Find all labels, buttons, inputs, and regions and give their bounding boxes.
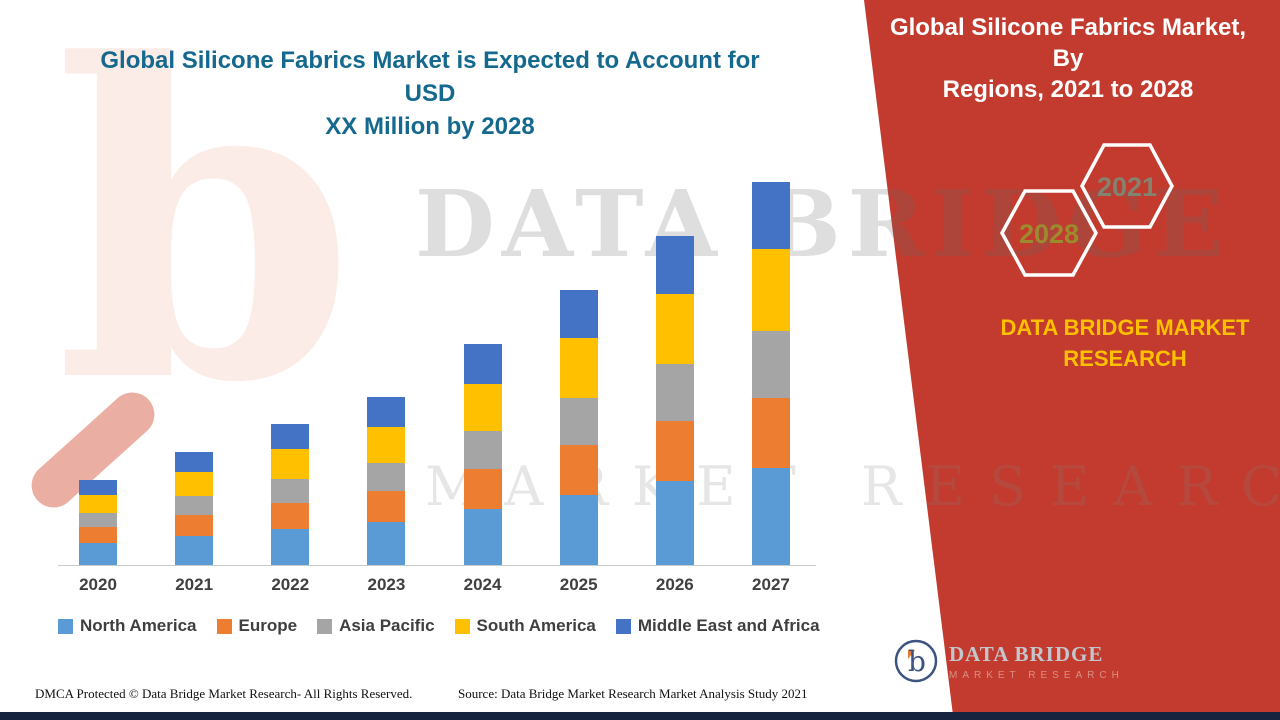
- hexagon-2021-label: 2021: [1097, 172, 1157, 202]
- bar-segment-2025-north-america: [559, 494, 598, 565]
- bar-2022: [271, 423, 310, 565]
- bar-segment-2023-north-america: [367, 521, 406, 565]
- legend-label: South America: [476, 616, 596, 635]
- bar-2021: [175, 451, 214, 565]
- legend-swatch-icon: [615, 618, 631, 634]
- page-title: Global Silicone Fabrics Market is Expect…: [95, 44, 765, 143]
- bar-segment-2026-asia-pacific: [655, 364, 694, 421]
- stacked-bar-chart: [79, 178, 790, 565]
- chart-legend: North America Europe Asia Pacific South Ame…: [58, 616, 820, 636]
- legend-swatch-icon: [216, 618, 232, 634]
- bar-segment-2024-middle-east-and-africa: [463, 344, 502, 384]
- bar-segment-2025-south-america: [559, 338, 598, 398]
- legend-item-south-america: South America: [454, 616, 596, 636]
- legend-item-asia-pacific: Asia Pacific: [317, 616, 435, 636]
- dbmr-logo-tagline: MARKET RESEARCH: [949, 669, 1124, 681]
- legend-label: Asia Pacific: [339, 616, 435, 635]
- bar-segment-2021-north-america: [175, 535, 214, 565]
- bar-segment-2022-asia-pacific: [271, 478, 310, 503]
- x-axis-label-2024: 2024: [463, 575, 502, 594]
- bar-segment-2020-asia-pacific: [79, 512, 117, 527]
- bar-segment-2026-middle-east-and-africa: [655, 236, 694, 295]
- bar-segment-2023-asia-pacific: [367, 462, 406, 491]
- legend-label: Europe: [238, 616, 298, 635]
- legend-swatch-icon: [58, 618, 73, 634]
- bar-segment-2023-europe: [367, 490, 406, 522]
- x-axis-label-2022: 2022: [271, 575, 310, 594]
- bar-segment-2027-north-america: [751, 467, 790, 565]
- legend-label: Middle East and Africa: [637, 616, 820, 635]
- side-panel-title-line2: Regions, 2021 to 2028: [942, 76, 1194, 103]
- side-panel-title: Global Silicone Fabrics Market, By Regio…: [880, 12, 1256, 105]
- bar-2025: [559, 290, 598, 565]
- bar-segment-2022-north-america: [271, 528, 310, 565]
- bar-segment-2020-north-america: [79, 542, 117, 565]
- dbmr-logo: b DATA BRIDGE MARKET RESEARCH: [893, 638, 1124, 684]
- bar-segment-2020-south-america: [79, 494, 117, 513]
- bar-segment-2021-south-america: [175, 471, 214, 496]
- bar-segment-2027-south-america: [751, 249, 790, 332]
- x-axis-label-2027: 2027: [752, 575, 790, 594]
- legend-swatch-icon: [454, 618, 470, 634]
- bar-2026: [655, 236, 694, 565]
- dbmr-logo-icon: b: [894, 639, 938, 683]
- bar-segment-2025-middle-east-and-africa: [559, 290, 598, 339]
- page-title-line1: Global Silicone Fabrics Market is Expect…: [100, 47, 760, 107]
- bottom-accent-strip: [0, 712, 1280, 720]
- x-axis-label-2020: 2020: [79, 575, 117, 594]
- hexagon-badge-2028: 2028: [1000, 189, 1098, 277]
- x-axis-label-2023: 2023: [367, 575, 406, 594]
- legend-item-europe: Europe: [216, 616, 298, 636]
- bar-2024: [463, 344, 502, 565]
- x-axis-label-2025: 2025: [559, 575, 598, 594]
- bar-segment-2025-asia-pacific: [559, 397, 598, 445]
- bar-segment-2021-middle-east-and-africa: [175, 451, 214, 472]
- bar-segment-2021-europe: [175, 514, 214, 536]
- bar-segment-2022-europe: [271, 502, 310, 529]
- bar-segment-2020-europe: [79, 526, 117, 543]
- hexagon-2028-label: 2028: [1019, 219, 1079, 249]
- bar-segment-2026-europe: [655, 420, 694, 481]
- bar-segment-2023-middle-east-and-africa: [367, 396, 406, 427]
- legend-swatch-icon: [317, 618, 333, 634]
- legend-label: North America: [80, 616, 197, 635]
- x-axis-line: [58, 565, 816, 566]
- dbmr-logo-name: DATA BRIDGE: [949, 641, 1104, 666]
- bar-segment-2024-south-america: [463, 383, 502, 431]
- bar-segment-2023-south-america: [367, 426, 406, 463]
- brand-text: DATA BRIDGE MARKET RESEARCH: [1000, 315, 1250, 371]
- side-panel-title-line1: Global Silicone Fabrics Market, By: [889, 14, 1247, 72]
- bar-segment-2021-asia-pacific: [175, 495, 214, 515]
- source-note: Source: Data Bridge Market Research Mark…: [458, 686, 808, 701]
- x-axis-labels: 2020 2021 2022 2023 2024 2025 2026 2027: [79, 575, 790, 599]
- bar-segment-2024-europe: [463, 468, 502, 509]
- bar-segment-2027-middle-east-and-africa: [751, 182, 790, 250]
- bar-segment-2026-south-america: [655, 294, 694, 365]
- x-axis-label-2021: 2021: [175, 575, 214, 594]
- bar-segment-2020-middle-east-and-africa: [79, 479, 117, 495]
- bar-segment-2022-middle-east-and-africa: [271, 423, 310, 449]
- bar-segment-2026-north-america: [655, 480, 694, 565]
- bar-segment-2025-europe: [559, 444, 598, 495]
- svg-text:b: b: [908, 645, 926, 678]
- bar-segment-2024-asia-pacific: [463, 430, 502, 469]
- bar-segment-2022-south-america: [271, 448, 310, 479]
- bar-segment-2027-europe: [751, 397, 790, 468]
- legend-item-middle-east-and-africa: Middle East and Africa: [615, 616, 820, 636]
- bar-2020: [79, 479, 117, 565]
- dmca-notice: DMCA Protected © Data Bridge Market Rese…: [35, 686, 413, 701]
- hexagon-badge-2021: 2021: [1080, 143, 1174, 229]
- page-title-line2: XX Million by 2028: [325, 113, 535, 140]
- x-axis-label-2026: 2026: [655, 575, 694, 594]
- bar-2023: [367, 396, 406, 565]
- bar-2027: [751, 182, 790, 565]
- bar-segment-2024-north-america: [463, 508, 502, 565]
- bar-segment-2027-asia-pacific: [751, 331, 790, 398]
- legend-item-north-america: North America: [58, 616, 197, 636]
